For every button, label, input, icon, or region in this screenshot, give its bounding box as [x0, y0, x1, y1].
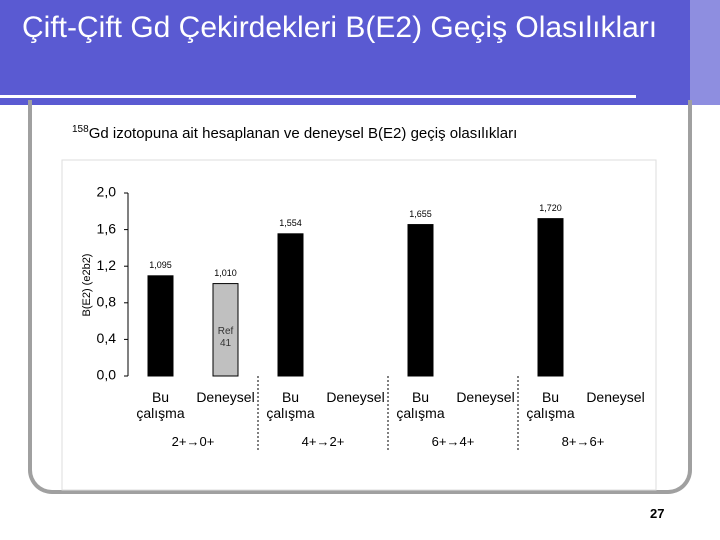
- content-frame: [28, 100, 692, 494]
- group-label: 4+→2+: [301, 434, 345, 449]
- y-axis-label: B(E2) (e2b2): [81, 254, 93, 317]
- value-label: 1,010: [214, 268, 237, 278]
- x-tick-label: Bu çalışma: [526, 389, 575, 421]
- x-tick-label: Deneysel: [586, 389, 645, 405]
- x-tick-label: Deneysel: [196, 389, 255, 405]
- y-tick-label: 0,0: [97, 367, 117, 383]
- y-tick-label: 1,2: [97, 257, 117, 273]
- x-tick-label: Deneysel: [326, 389, 385, 405]
- group-label: 8+→6+: [561, 434, 605, 449]
- subtitle: 158Gd izotopuna ait hesaplanan ve deneys…: [72, 124, 517, 142]
- title-bar: [0, 0, 690, 105]
- y-tick-label: 1,6: [97, 220, 117, 236]
- bar: [277, 233, 304, 377]
- x-tick-label: Deneysel: [456, 389, 515, 405]
- bar: [147, 275, 174, 377]
- group-label: 6+→4+: [431, 434, 475, 449]
- bar: [212, 283, 239, 377]
- page-number: 27: [650, 506, 665, 521]
- y-tick-label: 0,4: [97, 330, 117, 346]
- bar-annotation: Ref 41: [217, 326, 234, 349]
- x-tick-label: Bu çalışma: [266, 389, 315, 421]
- x-tick-label: Bu çalışma: [136, 389, 185, 421]
- slide-title: Çift-Çift Gd Çekirdekleri B(E2) Geçiş Ol…: [22, 11, 658, 44]
- bar: [407, 224, 434, 377]
- y-tick-label: 0,8: [97, 294, 117, 310]
- x-tick-label: Bu çalışma: [396, 389, 445, 421]
- value-label: 1,095: [149, 260, 172, 270]
- y-tick-label: 2,0: [97, 184, 117, 200]
- group-label: 2+→0+: [171, 434, 215, 449]
- value-label: 1,554: [279, 218, 302, 228]
- title-bar-edge: [690, 0, 720, 105]
- mass-number: 158: [72, 124, 89, 135]
- subtitle-text: Gd izotopuna ait hesaplanan ve deneysel …: [88, 125, 518, 142]
- value-label: 1,720: [539, 203, 562, 213]
- title-underline: [0, 95, 636, 98]
- bar: [537, 218, 564, 377]
- value-label: 1,655: [409, 209, 432, 219]
